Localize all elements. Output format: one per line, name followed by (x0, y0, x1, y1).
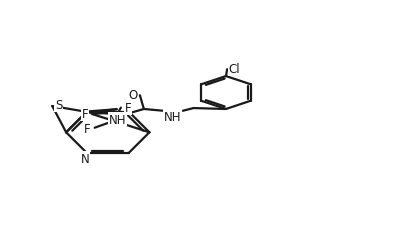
Text: F: F (84, 122, 91, 135)
Text: O: O (128, 88, 137, 101)
Text: F: F (125, 101, 131, 114)
Text: Cl: Cl (228, 63, 240, 76)
Text: NH: NH (109, 113, 127, 126)
Text: N: N (81, 152, 89, 165)
Text: S: S (55, 99, 62, 112)
Text: F: F (82, 107, 88, 120)
Text: NH: NH (164, 110, 181, 123)
